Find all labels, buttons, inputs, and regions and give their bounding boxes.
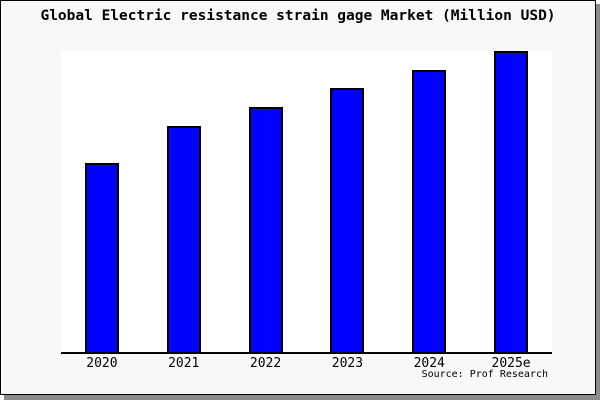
x-tick-label-2022: 2022 (249, 356, 282, 371)
x-axis-labels: 2020 2021 2022 2023 2024 2025e (61, 356, 552, 371)
bar-2020 (84, 163, 119, 352)
x-tick-label-2021: 2021 (168, 356, 200, 371)
x-tick-label-2020: 2020 (86, 356, 118, 371)
x-tick-label-2024: 2024 (413, 356, 445, 371)
x-tick-label-2023: 2023 (331, 356, 364, 371)
bar-2023 (330, 88, 365, 352)
drop-shadow-right (596, 4, 600, 396)
plot-area (61, 51, 552, 354)
x-tick-label-2025e: 2025e (491, 356, 531, 371)
bar-2021 (166, 125, 201, 352)
chart-title: Global Electric resistance strain gage M… (40, 8, 556, 24)
drop-shadow-bottom (4, 395, 600, 400)
bar-2024 (412, 69, 447, 352)
bar-2022 (248, 107, 283, 352)
source-note: Source: Prof Research (421, 369, 548, 380)
bar-2025e (494, 51, 529, 352)
